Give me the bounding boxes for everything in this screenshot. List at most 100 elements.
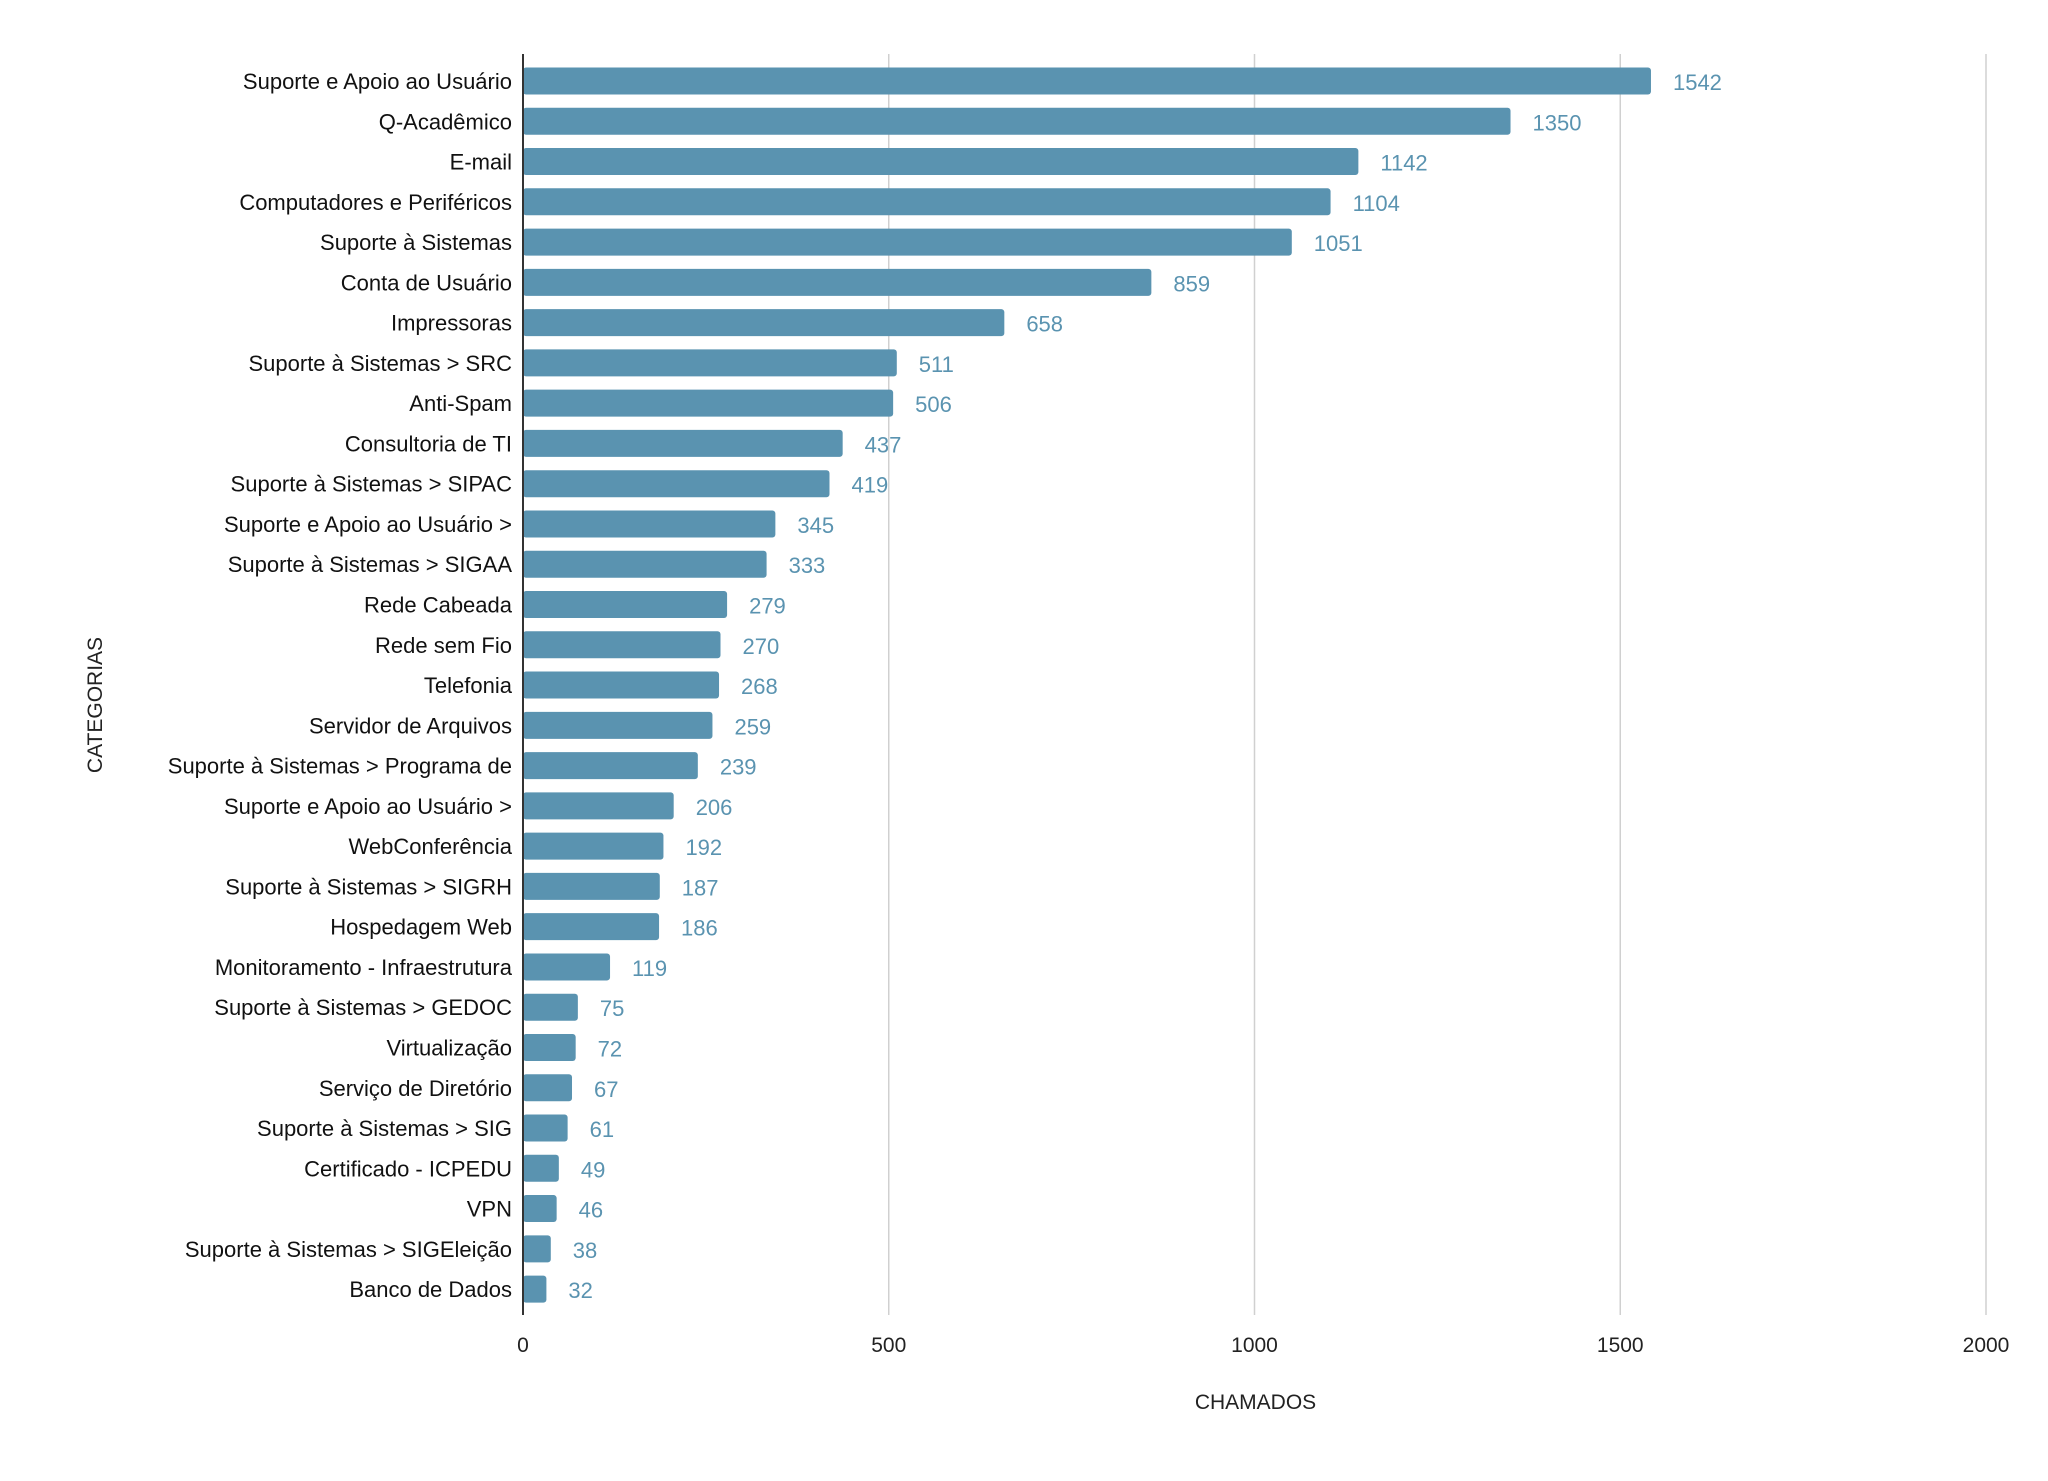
- value-label: 61: [590, 1117, 614, 1142]
- value-label: 206: [696, 795, 733, 820]
- category-label: Servidor de Arquivos: [309, 713, 512, 738]
- value-label: 32: [568, 1278, 592, 1303]
- labels: Suporte e Apoio ao Usuário 1542 Q-Acadêmic…: [168, 69, 1722, 1303]
- category-label: Suporte e Apoio ao Usuário >: [224, 794, 512, 819]
- value-label: 658: [1026, 312, 1063, 337]
- x-tick-label: 500: [871, 1334, 906, 1357]
- category-label: Hospedagem Web: [330, 915, 512, 940]
- value-label: 1142: [1380, 151, 1427, 176]
- bar: [523, 1195, 557, 1223]
- value-label: 192: [685, 835, 722, 860]
- category-label: Suporte à Sistemas > GEDOC: [214, 995, 512, 1020]
- category-label: Suporte à Sistemas: [320, 230, 512, 255]
- category-label: Suporte e Apoio ao Usuário >: [224, 512, 512, 537]
- bar: [523, 389, 894, 417]
- category-label: Consultoria de TI: [345, 431, 512, 456]
- value-label: 859: [1173, 271, 1210, 296]
- value-label: 187: [682, 875, 719, 900]
- value-label: 511: [919, 352, 954, 377]
- value-label: 186: [681, 916, 718, 941]
- category-label: Certificado - ICPEDU: [304, 1156, 512, 1181]
- value-label: 345: [797, 513, 834, 538]
- bar: [523, 309, 1005, 337]
- bar: [523, 591, 728, 619]
- bar: [523, 671, 720, 699]
- category-label: Suporte e Apoio ao Usuário: [243, 69, 512, 94]
- value-label: 279: [749, 594, 786, 619]
- y-axis-title: CATEGORIAS: [84, 637, 107, 773]
- value-label: 67: [594, 1077, 618, 1102]
- category-label: Suporte à Sistemas > SIGEleição: [185, 1237, 512, 1262]
- bar: [523, 953, 611, 981]
- bar: [523, 1114, 568, 1142]
- value-label: 49: [581, 1157, 605, 1182]
- bar: [523, 711, 713, 739]
- category-label: Impressoras: [391, 311, 512, 336]
- value-label: 419: [851, 473, 888, 498]
- value-label: 239: [720, 755, 757, 780]
- bar: [523, 510, 776, 538]
- category-label: Monitoramento - Infraestrutura: [215, 955, 513, 980]
- bar: [523, 993, 578, 1021]
- value-label: 1350: [1533, 110, 1582, 135]
- category-label: Anti-Spam: [409, 391, 512, 416]
- bar: [523, 107, 1511, 135]
- value-label: 1104: [1353, 191, 1400, 216]
- bar: [523, 67, 1651, 95]
- value-label: 38: [573, 1238, 597, 1263]
- bar: [523, 429, 843, 457]
- category-label: Suporte à Sistemas > Programa de: [168, 754, 512, 779]
- bar: [523, 1033, 576, 1061]
- value-label: 1051: [1314, 231, 1363, 256]
- bar: [523, 470, 830, 498]
- category-label: Suporte à Sistemas > SIGRH: [225, 874, 512, 899]
- category-label: Suporte à Sistemas > SIG: [257, 1116, 512, 1141]
- bar: [523, 349, 897, 377]
- x-axis-title: CHAMADOS: [1195, 1391, 1316, 1414]
- bar: [523, 148, 1359, 176]
- category-label: VPN: [467, 1197, 512, 1222]
- value-label: 259: [734, 714, 771, 739]
- category-label: E-mail: [450, 150, 512, 175]
- value-label: 1542: [1673, 70, 1722, 95]
- bars: [523, 67, 1651, 1303]
- value-label: 75: [600, 996, 624, 1021]
- category-label: Computadores e Periféricos: [239, 190, 512, 215]
- bar: [523, 832, 664, 860]
- bar: [523, 188, 1331, 216]
- category-label: Telefonia: [424, 673, 513, 698]
- value-label: 72: [598, 1036, 622, 1061]
- category-label: Banco de Dados: [349, 1277, 512, 1302]
- value-label: 119: [632, 956, 667, 981]
- value-label: 268: [741, 674, 778, 699]
- category-label: Suporte à Sistemas > SIPAC: [231, 472, 513, 497]
- bar: [523, 1235, 551, 1263]
- x-tick-label: 2000: [1963, 1334, 2010, 1357]
- category-label: Suporte à Sistemas > SRC: [248, 351, 512, 376]
- bar: [523, 913, 660, 941]
- x-axis-ticks: 0 500 1000 1500 2000: [517, 1334, 2009, 1357]
- x-tick-label: 0: [517, 1334, 529, 1357]
- bar: [523, 792, 674, 820]
- category-label: WebConferência: [349, 834, 513, 859]
- category-label: Suporte à Sistemas > SIGAA: [228, 552, 513, 577]
- bar: [523, 268, 1152, 296]
- category-label: Q-Acadêmico: [379, 109, 512, 134]
- grid-lines: [888, 54, 1987, 1315]
- category-label: Virtualização: [386, 1035, 512, 1060]
- value-label: 270: [743, 634, 780, 659]
- bar: [523, 228, 1292, 256]
- x-tick-label: 1500: [1597, 1334, 1644, 1357]
- value-label: 506: [915, 392, 952, 417]
- value-label: 46: [579, 1198, 603, 1223]
- bar: [523, 1074, 573, 1102]
- bar: [523, 631, 721, 659]
- category-label: Rede Cabeada: [364, 593, 513, 618]
- bar: [523, 872, 660, 900]
- bar: [523, 550, 767, 578]
- bar: [523, 1154, 559, 1182]
- category-label: Conta de Usuário: [341, 270, 512, 295]
- bar: [523, 1275, 547, 1303]
- value-label: 333: [789, 553, 826, 578]
